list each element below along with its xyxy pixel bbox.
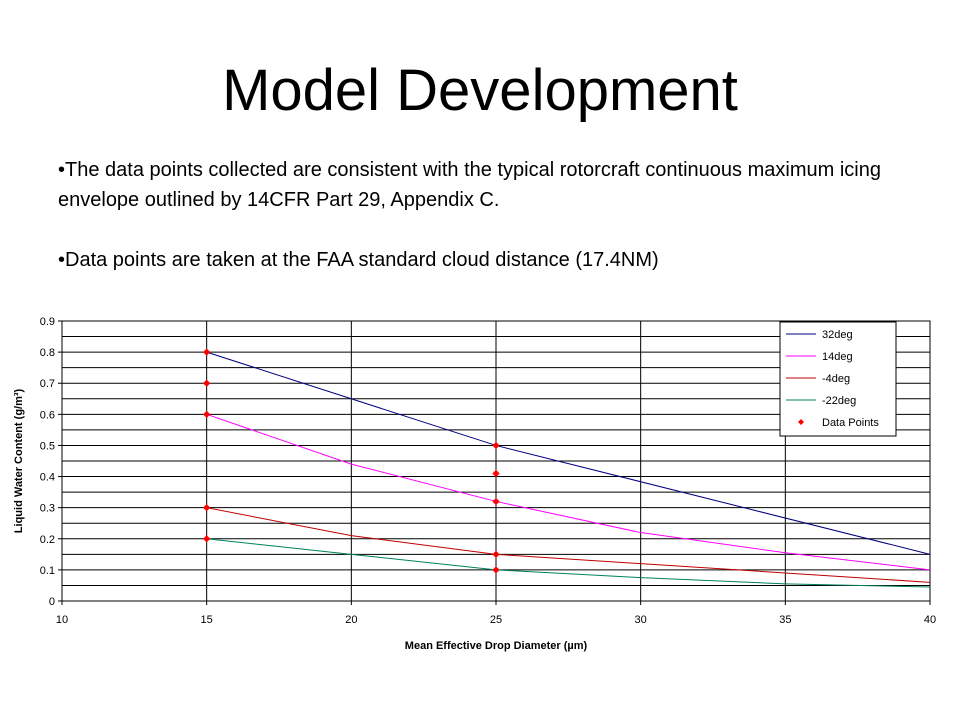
data-point [203,379,211,387]
y-tick-label: 0.6 [40,409,55,421]
points-layer [203,348,500,574]
bullet-item: •The data points collected are consisten… [58,159,881,211]
y-tick-label: 0 [49,596,55,608]
x-axis-label: Mean Effective Drop Diameter (µm) [405,640,588,652]
y-tick-label: 0.1 [40,565,55,577]
y-tick-label: 0.5 [40,440,55,452]
y-axis-label: Liquid Water Content (g/m³) [13,388,25,533]
data-point [203,410,211,418]
x-tick-label: 25 [490,614,502,626]
legend-box [779,321,897,437]
series-line-14deg [206,413,931,571]
y-tick-label: 0.7 [40,378,55,390]
y-tick-label: 0.2 [40,534,55,546]
x-tick-label: 15 [201,614,213,626]
y-tick-label: 0.9 [40,316,55,328]
x-tick-label: 30 [635,614,647,626]
bullet-item: •Data points are taken at the FAA standa… [58,249,659,271]
data-point [492,550,500,558]
legend: 32deg 14deg -4deg -22deg Data Points [779,321,897,437]
legend-label: Data Points [822,417,879,429]
series-line--22deg [206,538,931,588]
tick-layer: 0 0.1 0.2 0.3 0.4 0.5 0.6 0.7 0.8 0.9 10 15 20 25 30 35… [40,316,936,626]
legend-label: 32deg [822,329,853,341]
bullet-list: •The data points collected are consisten… [58,155,918,275]
y-tick-label: 0.3 [40,503,55,515]
data-point [492,497,500,506]
data-point [203,535,211,543]
slide-title: Model Development [222,58,738,123]
x-tick-label: 35 [779,614,791,626]
x-tick-label: 10 [56,614,68,626]
data-point [492,566,500,574]
series-line--4deg [206,507,931,583]
y-tick-label: 0.8 [40,347,55,359]
legend-label: 14deg [822,351,853,363]
data-point [492,441,500,450]
line-chart: 0 0.1 0.2 0.3 0.4 0.5 0.6 0.7 0.8 0.9 10 15 20 25 30 35… [13,316,936,652]
x-tick-label: 20 [345,614,357,626]
x-tick-label: 40 [924,614,936,626]
y-tick-label: 0.4 [40,472,55,484]
legend-label: -22deg [822,395,856,407]
data-point [203,504,211,512]
data-point [203,348,211,356]
data-point [492,469,500,478]
legend-swatch [798,419,804,425]
legend-label: -4deg [822,373,850,385]
